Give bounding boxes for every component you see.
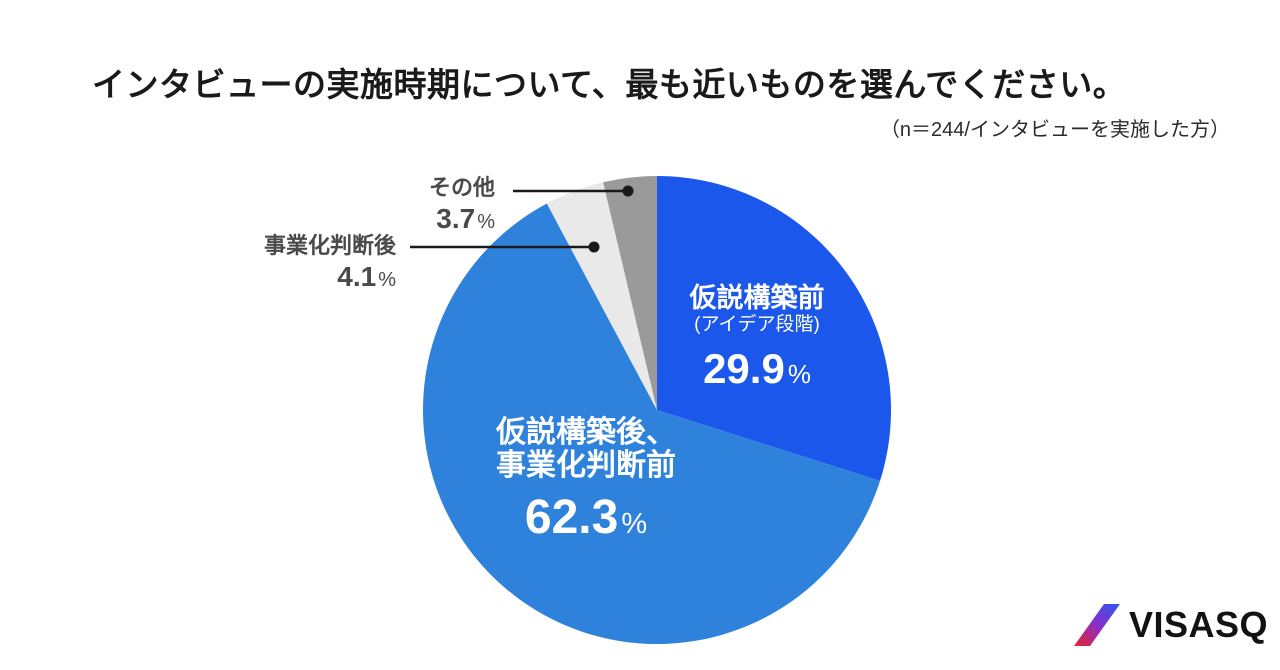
slice-value-number: 62.3 [524,491,619,544]
visasq-logo-text: VISASQ [1129,604,1269,645]
slice-label-before-hypothesis: 仮説構築前 (アイデア段階) 29.9% [690,283,825,393]
visasq-logo: VISASQ [1074,602,1268,648]
slice-value-number: 4.1 [337,261,377,292]
slice-label-name-line2: 事業化判断前 [496,449,676,482]
percent-sign: % [621,508,648,540]
slice-label-name: その他 [428,175,495,200]
slice-value-number: 29.9 [703,345,785,392]
chart-title: インタビューの実施時期について、最も近いものを選んでください。 [92,66,1127,103]
pie-slice-0 [657,176,892,481]
slice-label-value: 3.7% [429,203,495,235]
slice-label-value: 62.3% [496,490,676,545]
slice-label-value: 4.1% [264,261,396,293]
slice-label-value: 29.9% [690,345,825,393]
slice-value-number: 3.7 [436,203,476,234]
pie-slice-2 [546,182,657,410]
slice-label-name: 仮説構築前 [689,283,825,313]
pie-slices [423,175,892,644]
slice-label-other: その他 3.7% [429,175,495,235]
slice-label-after-decision: 事業化判断後 4.1% [264,233,396,293]
slice-label-after-hypothesis: 仮説構築後、 事業化判断前 62.3% [496,416,676,545]
chart-subtitle: （n＝244/インタビューを実施した方） [879,119,1230,141]
percent-sign: % [378,269,396,291]
slice-label-subname: (アイデア段階) [694,314,820,335]
slice-label-name: 事業化判断後 [263,233,396,258]
visasq-slash-icon [1074,604,1120,646]
leader-dot-after-decision [588,241,600,253]
percent-sign: % [787,359,811,389]
pie-slice-1 [423,203,880,644]
percent-sign: % [477,211,495,233]
slice-label-name-line1: 仮説構築後、 [496,416,676,449]
leader-dot-other [622,185,634,197]
pie-slice-3 [603,175,657,410]
